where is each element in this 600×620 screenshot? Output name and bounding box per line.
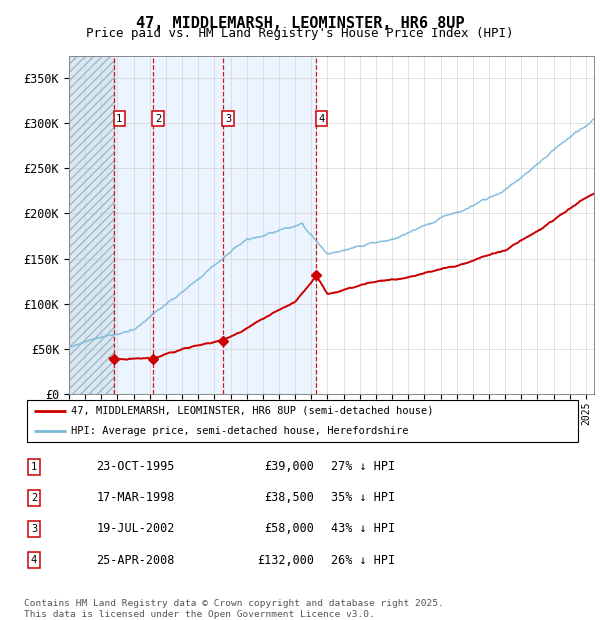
Bar (69, 56, 115, 394)
Text: 1: 1 (31, 462, 37, 472)
Text: 1: 1 (116, 114, 122, 124)
Text: £132,000: £132,000 (257, 554, 314, 567)
Text: 2: 2 (31, 493, 37, 503)
Text: HPI: Average price, semi-detached house, Herefordshire: HPI: Average price, semi-detached house,… (71, 426, 409, 436)
Text: 19-JUL-2002: 19-JUL-2002 (97, 523, 175, 536)
Text: Price paid vs. HM Land Registry's House Price Index (HPI): Price paid vs. HM Land Registry's House … (86, 27, 514, 40)
Text: 17-MAR-1998: 17-MAR-1998 (97, 491, 175, 504)
Text: 3: 3 (31, 524, 37, 534)
Text: Contains HM Land Registry data © Crown copyright and database right 2025.
This d: Contains HM Land Registry data © Crown c… (24, 600, 444, 619)
Text: 3: 3 (225, 114, 231, 124)
Text: 2: 2 (155, 114, 161, 124)
Text: £39,000: £39,000 (264, 460, 314, 473)
Bar (69, 56, 115, 394)
Text: 25-APR-2008: 25-APR-2008 (97, 554, 175, 567)
Text: 47, MIDDLEMARSH, LEOMINSTER, HR6 8UP: 47, MIDDLEMARSH, LEOMINSTER, HR6 8UP (136, 16, 464, 30)
Text: 4: 4 (31, 555, 37, 565)
Text: 23-OCT-1995: 23-OCT-1995 (97, 460, 175, 473)
Text: 26% ↓ HPI: 26% ↓ HPI (331, 554, 395, 567)
Text: 27% ↓ HPI: 27% ↓ HPI (331, 460, 395, 473)
FancyBboxPatch shape (27, 399, 578, 443)
Text: 35% ↓ HPI: 35% ↓ HPI (331, 491, 395, 504)
Text: 47, MIDDLEMARSH, LEOMINSTER, HR6 8UP (semi-detached house): 47, MIDDLEMARSH, LEOMINSTER, HR6 8UP (se… (71, 405, 434, 416)
Bar (115, 56, 316, 394)
Text: £38,500: £38,500 (264, 491, 314, 504)
Text: 43% ↓ HPI: 43% ↓ HPI (331, 523, 395, 536)
Text: £58,000: £58,000 (264, 523, 314, 536)
Text: 4: 4 (318, 114, 325, 124)
